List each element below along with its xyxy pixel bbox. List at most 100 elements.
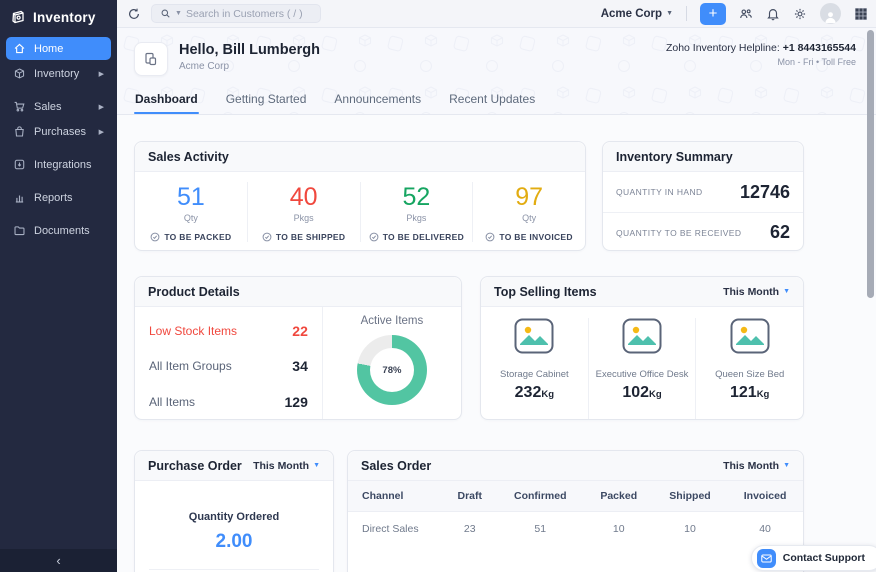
- sidebar-item-inventory[interactable]: Inventory ▶: [6, 62, 111, 85]
- company-name: Acme Corp: [179, 61, 320, 72]
- period-label: This Month: [723, 460, 779, 472]
- metric-unit: Qty: [135, 213, 247, 223]
- period-label: This Month: [253, 460, 309, 472]
- item-name: Queen Size Bed: [696, 369, 803, 380]
- chevron-down-icon: ▼: [313, 462, 320, 469]
- sidebar-item-purchases[interactable]: Purchases ▶: [6, 120, 111, 143]
- tab-getting-started[interactable]: Getting Started: [225, 86, 308, 114]
- purchase-order-header: Purchase Order This Month ▼: [135, 451, 333, 481]
- purchase-order-body: Quantity Ordered 2.00 Total Cost: [135, 481, 333, 572]
- header-row: Hello, Bill Lumbergh Acme Corp Zoho Inve…: [117, 28, 876, 76]
- dashboard-row-2: Product Details Low Stock Items 22 All I…: [134, 276, 804, 420]
- support-label: Contact Support: [783, 552, 865, 564]
- top-item-storage-cabinet[interactable]: Storage Cabinet 232Kg: [481, 318, 588, 420]
- row-value: 34: [292, 358, 308, 374]
- metric-to-be-shipped[interactable]: 40 Pkgs TO BE SHIPPED: [247, 182, 360, 241]
- organization-icon: [143, 51, 159, 67]
- table-row-direct-sales[interactable]: Direct Sales 23 51 10 10 40: [348, 512, 803, 547]
- documents-icon: [13, 224, 26, 237]
- circle-check-icon: [485, 232, 495, 242]
- org-selector[interactable]: Acme Corp ▼: [601, 8, 673, 20]
- user-avatar[interactable]: [820, 3, 841, 24]
- purchase-order-card: Purchase Order This Month ▼ Quantity Ord…: [134, 450, 334, 572]
- tab-dashboard[interactable]: Dashboard: [134, 86, 199, 114]
- sidebar-item-label: Reports: [34, 192, 104, 204]
- column-header: Channel: [348, 481, 444, 512]
- item-unit: Kg: [541, 389, 554, 400]
- period-dropdown[interactable]: This Month ▼: [723, 286, 790, 298]
- period-dropdown[interactable]: This Month ▼: [253, 460, 320, 472]
- sidebar-item-documents[interactable]: Documents: [6, 219, 111, 242]
- active-items-donut-chart: 78%: [357, 335, 427, 405]
- tab-bar: Dashboard Getting Started Announcements …: [117, 86, 876, 114]
- tab-announcements[interactable]: Announcements: [333, 86, 422, 114]
- quick-create-button[interactable]: +: [700, 3, 726, 25]
- topbar-divider: [686, 6, 687, 21]
- row-value: 62: [770, 222, 790, 243]
- circle-check-icon: [262, 232, 272, 242]
- metric-to-be-delivered[interactable]: 52 Pkgs TO BE DELIVERED: [360, 182, 473, 241]
- contact-support-button[interactable]: Contact Support: [751, 545, 876, 571]
- sidebar-item-label: Documents: [34, 225, 104, 237]
- row-value: 22: [292, 323, 308, 339]
- row-label: QUANTITY IN HAND: [616, 187, 703, 197]
- vertical-scrollbar-thumb[interactable]: [867, 30, 874, 298]
- metric-unit: Pkgs: [248, 213, 360, 223]
- org-name: Acme Corp: [601, 8, 662, 20]
- inventory-icon: [13, 67, 26, 80]
- metric-value: 52: [361, 184, 473, 210]
- period-label: This Month: [723, 286, 779, 298]
- item-name: Executive Office Desk: [589, 369, 696, 380]
- sales-activity-metrics: 51 Qty TO BE PACKED 40 Pkgs TO BE SHIPPE…: [135, 172, 585, 251]
- helpline-label: Zoho Inventory Helpline:: [666, 42, 780, 54]
- metric-to-be-packed[interactable]: 51 Qty TO BE PACKED: [135, 182, 247, 241]
- sidebar-nav: Home Inventory ▶ Sales ▶ Purchases ▶ Int…: [0, 33, 117, 549]
- helpline-hours: Mon - Fri • Toll Free: [666, 57, 856, 67]
- support-envelope-icon: [757, 549, 776, 568]
- sidebar-item-integrations[interactable]: Integrations: [6, 153, 111, 176]
- card-title: Sales Activity: [148, 150, 229, 164]
- referrals-button[interactable]: [739, 7, 753, 21]
- sales-order-table: Channel Draft Confirmed Packed Shipped I…: [348, 481, 803, 546]
- app-logo[interactable]: Inventory: [0, 0, 117, 33]
- apps-grid-icon: [854, 7, 868, 21]
- active-items-block: Active Items 78%: [322, 307, 461, 420]
- divider: [149, 569, 319, 570]
- cell-invoiced: 40: [727, 512, 803, 547]
- metric-unit: Qty: [473, 213, 585, 223]
- quantity-to-be-received-row: QUANTITY TO BE RECEIVED 62: [603, 212, 803, 251]
- sidebar-item-reports[interactable]: Reports: [6, 186, 111, 209]
- product-details-card: Product Details Low Stock Items 22 All I…: [134, 276, 462, 420]
- metric-to-be-invoiced[interactable]: 97 Qty TO BE INVOICED: [472, 182, 585, 241]
- sidebar-item-sales[interactable]: Sales ▶: [6, 95, 111, 118]
- card-title: Sales Order: [361, 459, 431, 473]
- tab-recent-updates[interactable]: Recent Updates: [448, 86, 536, 114]
- all-item-groups-row[interactable]: All Item Groups 34: [149, 358, 308, 374]
- row-label: All Item Groups: [149, 359, 232, 373]
- card-title: Inventory Summary: [616, 150, 733, 164]
- gear-icon: [793, 7, 807, 21]
- settings-button[interactable]: [793, 7, 807, 21]
- global-search[interactable]: ▼: [151, 4, 321, 23]
- search-scope-chevron-icon[interactable]: ▼: [175, 10, 182, 17]
- all-items-row[interactable]: All Items 129: [149, 394, 308, 410]
- row-label: Low Stock Items: [149, 324, 237, 338]
- period-dropdown[interactable]: This Month ▼: [723, 460, 790, 472]
- top-item-queen-size-bed[interactable]: Queen Size Bed 121Kg: [695, 318, 803, 420]
- sidebar-item-home[interactable]: Home: [6, 37, 111, 60]
- search-input[interactable]: [186, 8, 312, 20]
- cell-channel: Direct Sales: [348, 512, 444, 547]
- apps-grid-button[interactable]: [854, 7, 868, 21]
- recent-history-button[interactable]: [127, 7, 141, 21]
- quantity-ordered-value[interactable]: 2.00: [135, 531, 333, 553]
- chevron-left-icon: ‹: [56, 553, 60, 568]
- inventory-summary-card: Inventory Summary QUANTITY IN HAND 12746…: [602, 141, 804, 251]
- dashboard-row-1: Sales Activity 51 Qty TO BE PACKED 40 Pk…: [134, 141, 804, 251]
- item-image-placeholder-icon: [622, 318, 662, 354]
- donut-title: Active Items: [361, 315, 424, 327]
- notifications-button[interactable]: [766, 7, 780, 21]
- product-details-list: Low Stock Items 22 All Item Groups 34 Al…: [135, 307, 322, 420]
- low-stock-items-row[interactable]: Low Stock Items 22: [149, 323, 308, 339]
- sidebar-collapse-button[interactable]: ‹: [0, 549, 117, 572]
- top-item-executive-office-desk[interactable]: Executive Office Desk 102Kg: [588, 318, 696, 420]
